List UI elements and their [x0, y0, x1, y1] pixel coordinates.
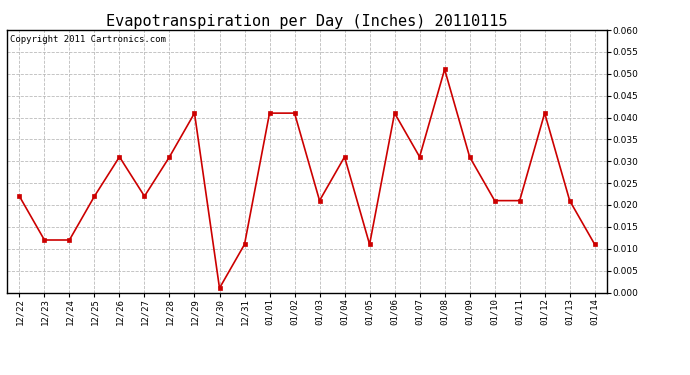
- Title: Evapotranspiration per Day (Inches) 20110115: Evapotranspiration per Day (Inches) 2011…: [106, 14, 508, 29]
- Text: Copyright 2011 Cartronics.com: Copyright 2011 Cartronics.com: [10, 35, 166, 44]
